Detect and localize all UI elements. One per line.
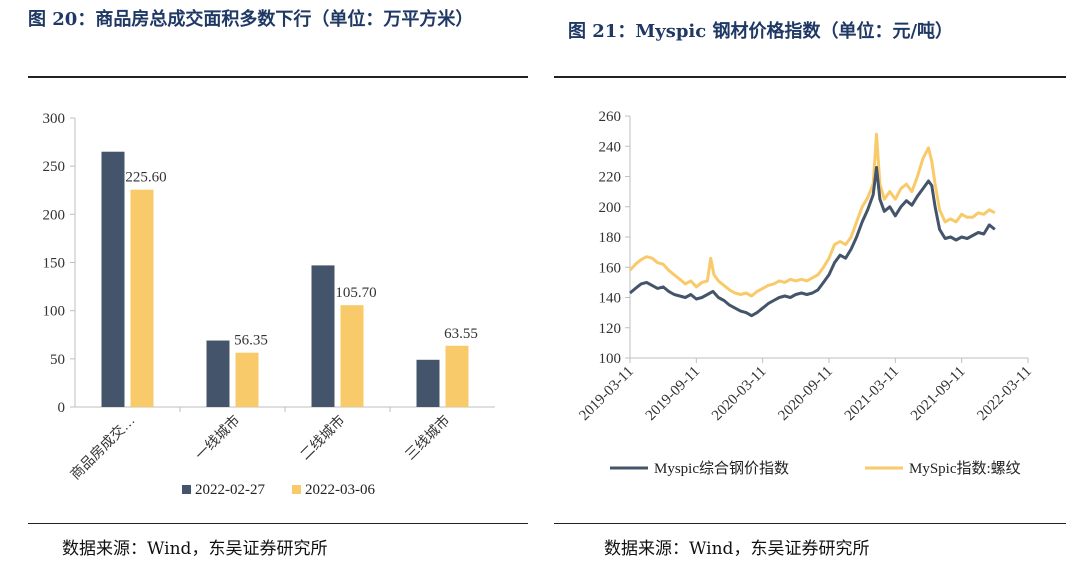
y-tick-label: 50 bbox=[50, 352, 65, 368]
bar-2022-02-27-0 bbox=[101, 151, 125, 407]
legend-swatch-2022-02-27 bbox=[182, 485, 191, 494]
bar-2022-03-06-3 bbox=[445, 345, 469, 407]
bar-2022-02-27-1 bbox=[206, 340, 230, 407]
y-tick-label: 240 bbox=[599, 139, 622, 155]
y-tick-label: 200 bbox=[599, 200, 622, 216]
data-label: 63.55 bbox=[444, 326, 478, 342]
x-category-label: 一线城市 bbox=[192, 412, 244, 464]
x-tick-label: 2021-09-11 bbox=[908, 364, 968, 424]
y-tick-label: 160 bbox=[599, 260, 622, 276]
left-source: 数据来源：Wind，东吴证券研究所 bbox=[62, 539, 328, 559]
right-title-rule bbox=[554, 76, 1066, 78]
bar-2022-02-27-2 bbox=[311, 265, 335, 407]
y-tick-label: 140 bbox=[599, 291, 622, 307]
y-tick-label: 180 bbox=[599, 230, 622, 246]
series-line-Myspic综合钢价指数 bbox=[629, 165, 996, 318]
y-tick-label: 150 bbox=[43, 256, 66, 272]
y-tick-label: 100 bbox=[599, 351, 622, 367]
x-category-label: 商品房成交… bbox=[67, 412, 138, 483]
legend-swatch-2022-03-06 bbox=[292, 485, 301, 494]
right-source: 数据来源：Wind，东吴证券研究所 bbox=[604, 539, 870, 559]
left-bottom-rule bbox=[28, 523, 528, 524]
bar-chart: 0 50 100 150 200 250 300 225.60 商品房成交… 56.35 一线城市 1… bbox=[43, 111, 495, 498]
x-category-label: 二线城市 bbox=[297, 412, 349, 464]
legend-label-MySpic指数:螺纹: MySpic指数:螺纹 bbox=[909, 460, 1021, 477]
legend-label-2022-03-06: 2022-03-06 bbox=[305, 482, 375, 498]
legend-label-Myspic综合钢价指数: Myspic综合钢价指数 bbox=[654, 460, 789, 477]
x-tick-label: 2019-09-11 bbox=[643, 364, 703, 424]
y-tick-label: 120 bbox=[599, 321, 622, 337]
y-tick-label: 200 bbox=[43, 207, 66, 223]
x-tick-label: 2022-03-11 bbox=[974, 364, 1034, 424]
y-tick-label: 100 bbox=[43, 304, 66, 320]
data-label: 56.35 bbox=[234, 333, 268, 349]
bar-2022-03-06-2 bbox=[340, 305, 364, 407]
y-tick-label: 220 bbox=[599, 170, 622, 186]
y-tick-label: 0 bbox=[58, 400, 66, 416]
left-figure-panel: 图 20：商品房总成交面积多数下行（单位：万平方米） 0 50 100 150 200 2… bbox=[28, 9, 528, 559]
x-tick-label: 2021-03-11 bbox=[842, 364, 902, 424]
series-line-MySpic指数:螺纹 bbox=[628, 132, 996, 298]
bar-2022-03-06-1 bbox=[235, 352, 259, 407]
y-tick-label: 300 bbox=[43, 111, 66, 127]
bar-2022-02-27-3 bbox=[416, 359, 440, 407]
legend-label-2022-02-27: 2022-02-27 bbox=[195, 482, 265, 498]
bar-2022-03-06-0 bbox=[130, 189, 154, 407]
line-chart: 100 120 140 160 180 200 220 240 260 2019-03-11 201… bbox=[576, 109, 1034, 477]
right-figure-panel: 图 21：Myspic 钢材价格指数（单位：元/吨） 100 120 140 160 1… bbox=[540, 0, 1080, 566]
right-figure-title: 图 21：Myspic 钢材价格指数（单位：元/吨） bbox=[568, 21, 954, 42]
x-tick-label: 2019-03-11 bbox=[576, 364, 636, 424]
y-tick-label: 250 bbox=[43, 159, 66, 175]
y-tick-label: 260 bbox=[599, 109, 622, 125]
data-label: 105.70 bbox=[335, 285, 376, 301]
x-tick-label: 2020-09-11 bbox=[775, 364, 835, 424]
x-tick-label: 2020-03-11 bbox=[709, 364, 769, 424]
data-label: 225.60 bbox=[125, 170, 166, 186]
left-title-rule bbox=[28, 76, 528, 78]
left-figure-title: 图 20：商品房总成交面积多数下行（单位：万平方米） bbox=[28, 9, 474, 30]
right-bottom-rule bbox=[554, 523, 1066, 524]
x-category-label: 三线城市 bbox=[402, 412, 454, 464]
